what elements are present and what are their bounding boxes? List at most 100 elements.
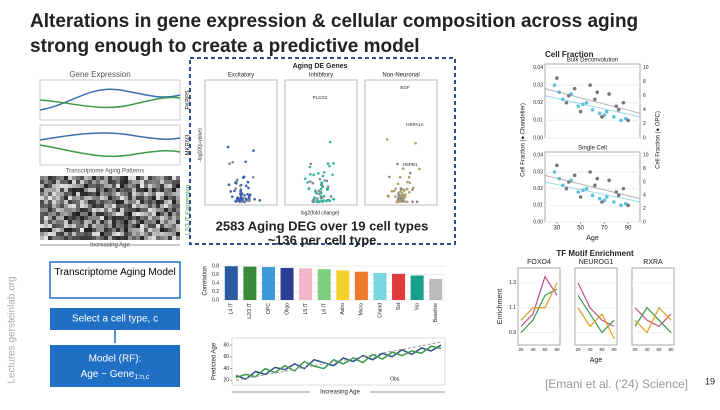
heat-cell: [144, 204, 148, 208]
heat-cell: [168, 220, 172, 224]
volcano-dot: [315, 191, 319, 195]
flow-box-text: Transcriptome Aging Model: [54, 267, 175, 278]
heat-cell: [80, 176, 84, 180]
heat-cell: [136, 220, 140, 224]
heat-cell: [156, 196, 160, 200]
heat-cell: [84, 176, 88, 180]
heat-cell: [64, 220, 68, 224]
volcano-dot: [331, 173, 334, 177]
heat-cell: [64, 184, 68, 188]
heat-cell: [164, 204, 168, 208]
heat-cell: [156, 200, 160, 204]
heat-cell: [60, 200, 64, 204]
heat-cell: [76, 236, 80, 240]
heat-cell: [92, 192, 96, 196]
y2-tick-label: 0: [643, 135, 646, 141]
curve: [39, 96, 181, 109]
heat-cell: [172, 200, 176, 204]
x-tick-label: 20: [518, 347, 524, 352]
heat-cell: [96, 220, 100, 224]
heat-cell: [116, 212, 120, 216]
volcano-dot: [318, 177, 322, 181]
heat-cell: [64, 192, 68, 196]
heat-cell: [160, 216, 164, 220]
heat-cell: [100, 208, 104, 212]
heat-cell: [152, 176, 156, 180]
heat-cell: [128, 192, 132, 196]
heat-cell: [144, 216, 148, 220]
volcano-dot: [407, 175, 411, 179]
heat-cell: [164, 224, 168, 228]
heat-cell: [136, 204, 140, 208]
heat-cell: [76, 176, 80, 180]
volcano-dot: [399, 187, 403, 190]
heat-cell: [96, 192, 100, 196]
heat-cell: [128, 236, 132, 240]
flow-text: Select a cell type, c: [72, 314, 158, 325]
heat-cell: [128, 224, 132, 228]
heat-cell: [128, 184, 132, 188]
heat-cell: [88, 176, 92, 180]
panel-title: Gene Expression: [69, 70, 130, 79]
scatter-point: [572, 86, 577, 91]
heat-cell: [92, 236, 96, 240]
heat-cell: [68, 184, 72, 188]
heat-cell: [112, 192, 116, 196]
heat-cell: [80, 232, 84, 236]
heat-cell: [164, 236, 168, 240]
heat-cell: [148, 196, 152, 200]
heat-cell: [40, 228, 44, 232]
heat-cell: [144, 196, 148, 200]
heat-cell: [168, 192, 172, 196]
heat-cell: [168, 196, 172, 200]
heat-cell: [40, 232, 44, 236]
heat-cell: [72, 224, 76, 228]
heat-cell: [76, 232, 80, 236]
heat-cell: [60, 204, 64, 208]
heat-cell: [148, 216, 152, 220]
heat-cell: [96, 236, 100, 240]
heat-cell: [100, 196, 104, 200]
volcano-dot: [308, 180, 312, 183]
y-label: Correlation: [203, 266, 209, 295]
heat-cell: [84, 216, 88, 220]
heat-cell: [124, 200, 128, 204]
heat-cell: [128, 216, 132, 220]
heat-cell: [116, 236, 120, 240]
heat-cell: [112, 180, 116, 184]
volcano-dot: [412, 186, 415, 190]
y-tick-label: 0.2: [212, 289, 219, 295]
heat-cell: [148, 176, 152, 180]
heat-cell: [96, 204, 100, 208]
heat-cell: [44, 224, 48, 228]
heat-cell: [176, 232, 180, 236]
heat-cell: [48, 204, 52, 208]
scatter-point: [590, 193, 595, 198]
heat-cell: [136, 184, 140, 188]
heat-cell: [48, 200, 52, 204]
plot-frame: [574, 267, 618, 346]
heat-cell: [140, 192, 144, 196]
heat-cell: [56, 208, 60, 212]
curve: [39, 132, 181, 141]
volcano-dot: [313, 197, 316, 201]
heat-cell: [124, 188, 128, 192]
heat-cell: [124, 180, 128, 184]
heat-cell: [120, 212, 124, 216]
scatter-point: [619, 118, 623, 123]
heat-cell: [60, 212, 64, 216]
heat-cell: [144, 192, 148, 196]
heat-cell: [156, 220, 160, 224]
volcano-dot: [235, 197, 239, 200]
heat-cell: [156, 224, 160, 228]
heat-cell: [40, 184, 44, 188]
heat-cell: [40, 204, 44, 208]
heat-cell: [120, 196, 124, 200]
heat-cell: [124, 176, 128, 180]
x-tick-label: Sst: [396, 302, 402, 310]
bar: [429, 278, 443, 300]
heatmap: [40, 176, 180, 240]
heat-cell: [120, 232, 124, 236]
y-tick-label: 0.04: [533, 153, 543, 159]
heat-cell: [120, 228, 124, 232]
